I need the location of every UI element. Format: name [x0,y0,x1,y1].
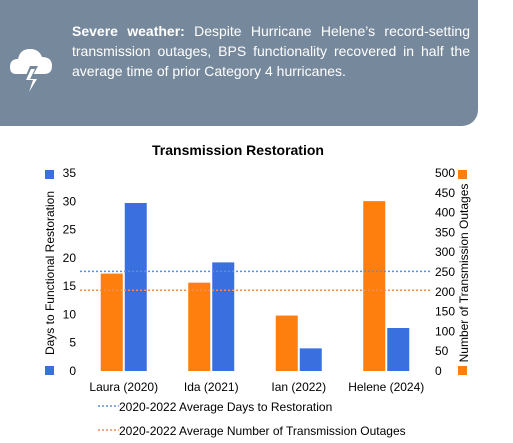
right-tick-label: 400 [435,206,455,220]
left-tick-label: 35 [63,166,77,180]
days-bar [212,262,235,371]
left-tick-label: 10 [63,307,77,321]
left-axis-ticks: 0 5 10 15 20 25 30 35 [63,166,77,378]
outages-bar [188,282,211,371]
left-tick-label: 0 [69,364,76,378]
transmission-restoration-chart: Transmission Restoration 05101520253035 … [43,142,471,438]
category-label: Helene (2024) [348,380,424,394]
left-tick-label: 25 [63,223,77,237]
right-axis-color-marker-bottom [458,366,467,375]
storm-cloud-lightning-icon [10,49,52,99]
right-tick-label: 250 [435,265,455,279]
callout-text: Severe weather: Despite Hurricane Helene… [72,21,470,81]
category-label: Ian (2022) [271,380,326,394]
left-axis-label: Days to Functional Restoration [43,191,57,355]
legend-label-avg-outages: 2020-2022 Average Number of Transmission… [119,424,406,438]
callout-bold-label: Severe weather: [72,23,185,39]
category-label: Laura (2020) [89,380,158,394]
category-label: Ida (2021) [184,380,239,394]
left-tick-label: 30 [63,194,77,208]
right-tick-label: 350 [435,225,455,239]
right-tick-label: 500 [435,166,455,180]
right-axis-color-marker-top [458,170,467,179]
left-tick-label: 15 [63,279,77,293]
bars [100,201,410,371]
right-tick-label: 100 [435,324,455,338]
right-tick-label: 300 [435,245,455,259]
legend-label-avg-days: 2020-2022 Average Days to Restoration [119,400,332,414]
left-tick-label: 20 [63,251,77,265]
legend: 2020-2022 Average Days to Restoration 20… [98,400,406,438]
right-tick-label: 450 [435,186,455,200]
right-tick-label: 50 [435,344,449,358]
right-tick-label: 150 [435,305,455,319]
left-axis-color-marker-top [45,170,54,179]
right-axis-ticks: 0 50 100 150 200 250 300 350 400 450 500 [435,166,455,378]
outages-bar [100,273,123,371]
callout-body: Despite Hurricane Helene’s record-settin… [72,23,470,79]
outages-bar [275,315,298,371]
days-bar [124,202,147,371]
days-bar [387,328,410,371]
severe-weather-callout: Severe weather: Despite Hurricane Helene… [0,0,478,126]
right-tick-label: 0 [435,364,442,378]
right-axis-label: Number of Transmission Outages [457,184,471,363]
left-axis-color-marker-bottom [45,366,54,375]
right-tick-label: 200 [435,285,455,299]
outages-bar [363,201,386,371]
category-labels: Laura (2020) Ida (2021) Ian (2022) Helene (… [89,380,424,394]
days-bar [299,348,322,371]
left-tick-label: 5 [69,336,76,350]
chart-title: Transmission Restoration [152,142,324,158]
